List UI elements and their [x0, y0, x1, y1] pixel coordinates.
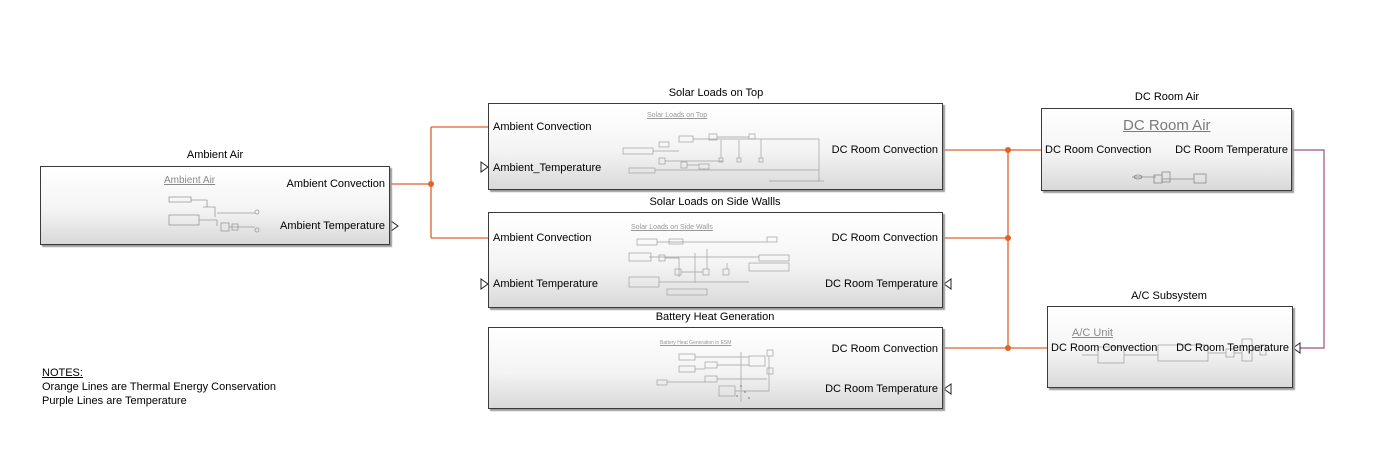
notes-line-temperature: Purple Lines are Temperature [42, 395, 187, 407]
ambient-air-thumbnail [168, 196, 260, 233]
ac-subsystem-port-convection[interactable]: DC Room Convection [1051, 342, 1158, 354]
solar-side-port-ambient-convection[interactable]: Ambient Convection [493, 232, 592, 244]
solar-loads-side-block[interactable]: Solar Loads on Side Walls Ambient Convec… [488, 212, 943, 308]
ac-subsystem-block[interactable]: A/C Unit DC Room Convection DC Room Temp… [1047, 306, 1293, 388]
ac-subsystem-port-temperature[interactable]: DC Room Temperature [1176, 342, 1289, 354]
input-port-triangle-battery [943, 383, 952, 395]
solar-top-block-title: Solar Loads on Top [668, 87, 764, 99]
junction-dot [1005, 235, 1011, 241]
ac-subsystem-thumbnail [1082, 338, 1267, 364]
input-port-triangle-solar-top [480, 161, 489, 173]
solar-top-port-ambient-temperature[interactable]: Ambient_Temperature [493, 162, 602, 174]
junction-dot [1005, 147, 1011, 153]
temperature-line[interactable] [1291, 149, 1325, 349]
ambient-air-port-convection[interactable]: Ambient Convection [286, 178, 385, 190]
battery-port-dc-room-convection[interactable]: DC Room Convection [831, 343, 938, 355]
battery-block-title: Battery Heat Generation [655, 311, 775, 323]
solar-side-block-title: Solar Loads on Side Wallls [649, 196, 781, 208]
notes-annotation: NOTES: Orange Lines are Thermal Energy C… [42, 366, 276, 408]
ac-subsystem-block-title: A/C Subsystem [1131, 290, 1207, 302]
dc-room-air-thumbnail [1132, 171, 1207, 184]
battery-heat-generation-block[interactable]: Battery Heat Generation in ESM DC Room C… [488, 327, 943, 409]
input-port-triangle-solar-side-dc [943, 278, 952, 290]
thermal-line-ambient[interactable] [390, 126, 489, 239]
solar-side-inner-title: Solar Loads on Side Walls [631, 224, 713, 231]
dc-room-air-port-convection[interactable]: DC Room Convection [1045, 144, 1152, 156]
notes-heading: NOTES: [42, 367, 83, 379]
solar-top-inner-title: Solar Loads on Top [647, 112, 708, 119]
solar-top-port-ambient-convection[interactable]: Ambient Convection [493, 121, 592, 133]
output-port-triangle-ambient-temp [390, 220, 399, 232]
thermal-line-dc-room[interactable] [943, 149, 1049, 349]
solar-side-port-dc-room-convection[interactable]: DC Room Convection [831, 232, 938, 244]
ac-subsystem-inner-title: A/C Unit [1072, 327, 1113, 339]
dc-room-air-block[interactable]: DC Room Air DC Room Convection DC Room T… [1041, 108, 1292, 191]
dc-room-air-port-temperature[interactable]: DC Room Temperature [1175, 144, 1288, 156]
solar-loads-top-block[interactable]: Solar Loads on Top Ambient Convection Am… [488, 103, 943, 190]
solar-side-port-dc-room-temperature[interactable]: DC Room Temperature [825, 278, 938, 290]
input-port-triangle-ac [1292, 342, 1301, 354]
battery-inner-title: Battery Heat Generation in ESM [660, 340, 732, 346]
dc-room-air-inner-title: DC Room Air [1123, 117, 1211, 134]
solar-top-port-dc-room-convection[interactable]: DC Room Convection [831, 144, 938, 156]
solar-side-port-ambient-temperature[interactable]: Ambient Temperature [493, 278, 598, 290]
ambient-air-inner-title: Ambient Air [164, 175, 216, 186]
solar-side-thumbnail [628, 236, 790, 296]
ambient-air-block[interactable]: Ambient Air Ambient Convection Ambient T… [40, 166, 390, 245]
junction-dot [1005, 345, 1011, 351]
junction-dot [428, 181, 434, 187]
solar-top-thumbnail [622, 133, 824, 182]
notes-line-thermal: Orange Lines are Thermal Energy Conserva… [42, 381, 276, 393]
battery-thumbnail [656, 349, 774, 402]
ambient-air-port-temperature[interactable]: Ambient Temperature [280, 220, 385, 232]
input-port-triangle-solar-side [480, 278, 489, 290]
ambient-air-block-title: Ambient Air [186, 149, 244, 161]
battery-port-dc-room-temperature[interactable]: DC Room Temperature [825, 383, 938, 395]
dc-room-air-block-title: DC Room Air [1134, 91, 1200, 103]
